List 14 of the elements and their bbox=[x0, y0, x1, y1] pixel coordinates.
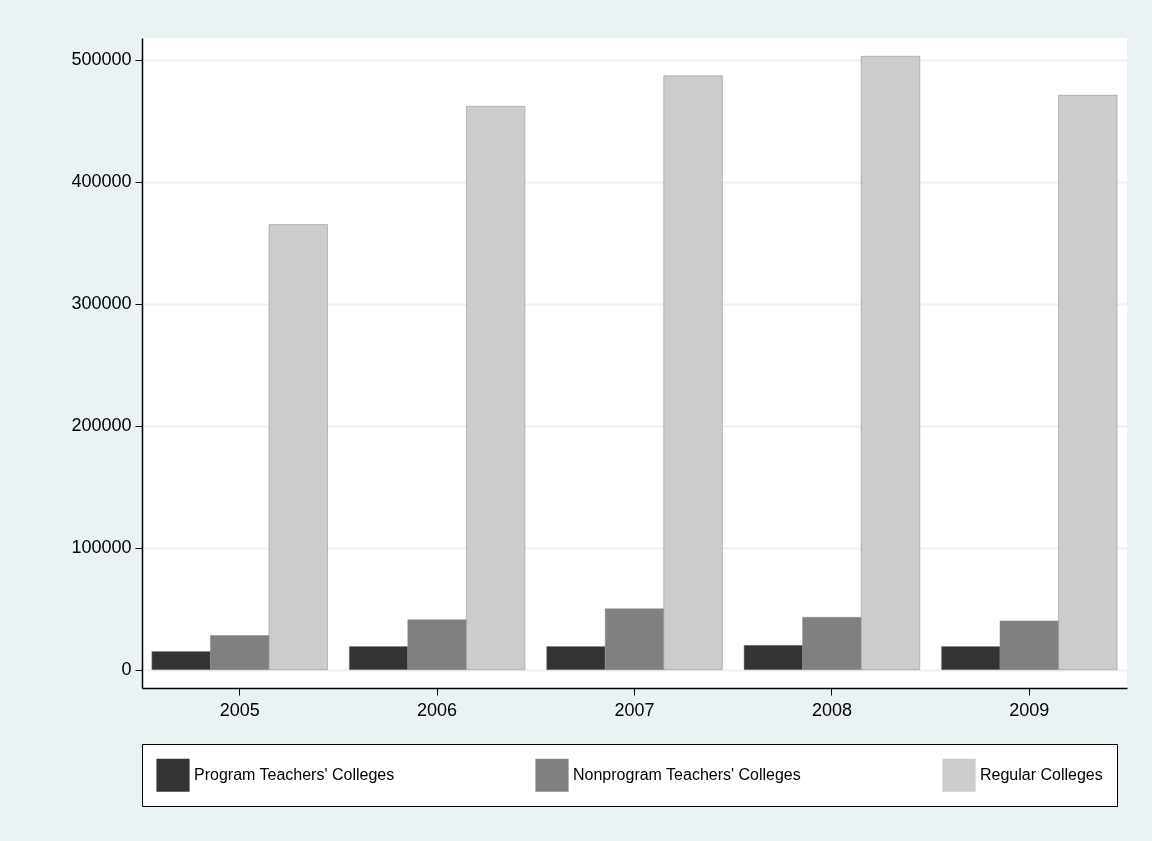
y-tick-label: 0 bbox=[121, 659, 132, 680]
y-tick-label: 400000 bbox=[71, 171, 132, 192]
x-tick-label: 2006 bbox=[417, 699, 458, 720]
x-tick-label: 2009 bbox=[1009, 699, 1050, 720]
legend-label: Regular Colleges bbox=[980, 766, 1103, 784]
y-tick-label: 100000 bbox=[71, 537, 132, 558]
x-tick-label: 2005 bbox=[219, 699, 260, 720]
x-tick-label: 2008 bbox=[811, 699, 852, 720]
x-tick-label: 2007 bbox=[614, 699, 655, 720]
legend-label: Nonprogram Teachers' Colleges bbox=[573, 766, 801, 784]
y-tick-label: 200000 bbox=[71, 415, 132, 436]
y-tick-label: 300000 bbox=[71, 293, 132, 314]
legend-label: Program Teachers' Colleges bbox=[194, 766, 395, 784]
y-tick-label: 500000 bbox=[71, 49, 132, 70]
